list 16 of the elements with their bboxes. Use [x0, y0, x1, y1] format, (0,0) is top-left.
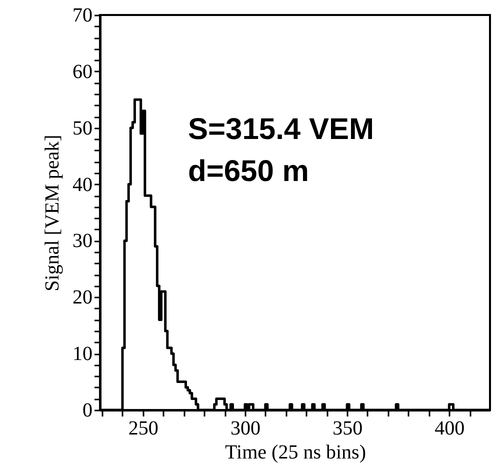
y-tick-label: 40: [72, 174, 92, 196]
y-tick-label: 50: [72, 117, 92, 140]
y-tick-label: 70: [72, 4, 92, 26]
x-axis-title: Time (25 ns bins): [225, 442, 366, 464]
x-tick-label: 300: [230, 418, 260, 440]
y-tick-label: 60: [72, 60, 92, 83]
x-tick-label: 400: [434, 418, 465, 440]
x-tick-label: 350: [332, 418, 363, 440]
y-tick-label: 30: [72, 230, 92, 252]
annotation: d=650 m: [188, 155, 309, 188]
annotation: S=315.4 VEM: [188, 113, 374, 146]
y-tick-label: 10: [72, 343, 92, 366]
y-tick-label: 0: [82, 400, 92, 422]
x-tick-label: 250: [128, 418, 158, 440]
y-tick-label: 20: [72, 286, 92, 309]
y-axis-title: Signal [VEM peak]: [42, 134, 64, 292]
